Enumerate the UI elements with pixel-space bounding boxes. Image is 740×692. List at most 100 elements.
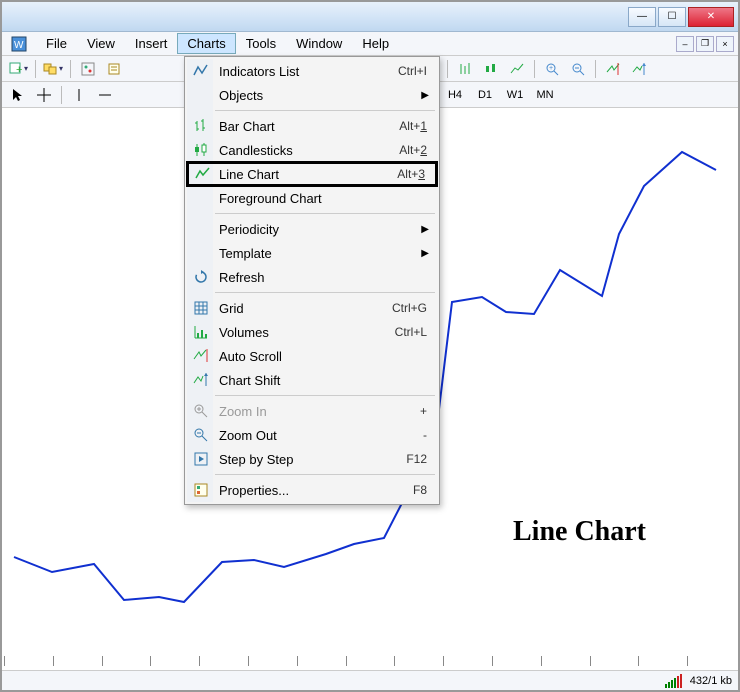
blank-icon xyxy=(191,188,211,208)
menu-item-label: Properties... xyxy=(219,483,413,498)
line-chart-icon xyxy=(193,164,213,184)
cursor-button[interactable] xyxy=(6,84,30,106)
candlestick-icon xyxy=(191,140,211,160)
menu-item-label: Bar Chart xyxy=(219,119,399,134)
timeframe-d1[interactable]: D1 xyxy=(471,85,499,105)
profiles-button[interactable]: ▾ xyxy=(41,58,65,80)
menu-item-indicators-list[interactable]: Indicators ListCtrl+I xyxy=(187,59,437,83)
menu-item-step-by-step[interactable]: Step by StepF12 xyxy=(187,447,437,471)
refresh-icon xyxy=(191,267,211,287)
timeframe-w1[interactable]: W1 xyxy=(501,85,529,105)
menu-item-shortcut: - xyxy=(423,428,437,442)
app-icon: W xyxy=(10,35,28,53)
zoom-out-icon xyxy=(191,425,211,445)
autoscroll-icon xyxy=(191,346,211,366)
menu-item-label: Auto Scroll xyxy=(219,349,437,364)
menu-item-bar-chart[interactable]: Bar ChartAlt+1 xyxy=(187,114,437,138)
bar-chart-icon xyxy=(191,116,211,136)
menu-item-label: Chart Shift xyxy=(219,373,437,388)
menu-item-label: Line Chart xyxy=(219,167,397,182)
menu-item-volumes[interactable]: VolumesCtrl+L xyxy=(187,320,437,344)
window-minimize-button[interactable]: — xyxy=(628,7,656,27)
menu-item-properties[interactable]: Properties...F8 xyxy=(187,478,437,502)
menu-view[interactable]: View xyxy=(77,33,125,54)
menu-item-auto-scroll[interactable]: Auto Scroll xyxy=(187,344,437,368)
menu-item-shortcut: F8 xyxy=(413,483,437,497)
menu-charts[interactable]: Charts xyxy=(177,33,235,54)
menu-item-shortcut: Ctrl+I xyxy=(398,64,437,78)
window-maximize-button[interactable]: ☐ xyxy=(658,7,686,27)
bar-chart-toolbar-button[interactable] xyxy=(453,58,477,80)
mdi-close-button[interactable]: × xyxy=(716,36,734,52)
menu-item-label: Objects xyxy=(219,88,437,103)
menu-item-label: Indicators List xyxy=(219,64,398,79)
menu-tools[interactable]: Tools xyxy=(236,33,286,54)
menu-item-chart-shift[interactable]: Chart Shift xyxy=(187,368,437,392)
chart-time-ruler xyxy=(4,654,736,668)
traffic-label: 432/1 kb xyxy=(690,675,732,687)
menu-item-label: Step by Step xyxy=(219,452,406,467)
menu-item-label: Periodicity xyxy=(219,222,437,237)
menu-item-shortcut: Ctrl+G xyxy=(392,301,437,315)
submenu-arrow-icon: ▶ xyxy=(421,90,429,101)
chart-overlay-label: Line Chart xyxy=(513,516,646,548)
menu-item-periodicity[interactable]: Periodicity▶ xyxy=(187,217,437,241)
menu-window[interactable]: Window xyxy=(286,33,352,54)
menu-item-label: Candlesticks xyxy=(219,143,399,158)
menu-item-line-chart[interactable]: Line ChartAlt+3 xyxy=(186,161,438,187)
menubar: W FileViewInsertChartsToolsWindowHelp – … xyxy=(2,32,738,56)
window-close-button[interactable]: ✕ xyxy=(688,7,734,27)
candlestick-toolbar-button[interactable] xyxy=(479,58,503,80)
connection-signal-icon xyxy=(665,674,682,688)
menu-item-label: Zoom Out xyxy=(219,428,423,443)
svg-text:+: + xyxy=(16,64,22,76)
menu-insert[interactable]: Insert xyxy=(125,33,178,54)
menu-item-shortcut: Alt+3 xyxy=(397,167,435,181)
blank-icon xyxy=(191,85,211,105)
menu-help[interactable]: Help xyxy=(352,33,399,54)
chartshift-icon xyxy=(191,370,211,390)
indicators-icon xyxy=(191,61,211,81)
menu-item-foreground-chart[interactable]: Foreground Chart xyxy=(187,186,437,210)
menu-item-label: Template xyxy=(219,246,437,261)
menu-item-shortcut: Alt+1 xyxy=(399,119,437,133)
blank-icon xyxy=(191,243,211,263)
titlebar: — ☐ ✕ xyxy=(2,2,738,32)
new-chart-button[interactable]: +▾ xyxy=(6,58,30,80)
blank-icon xyxy=(191,219,211,239)
crosshair-button[interactable] xyxy=(32,84,56,106)
market-watch-button[interactable] xyxy=(76,58,100,80)
menu-item-template[interactable]: Template▶ xyxy=(187,241,437,265)
mdi-minimize-button[interactable]: – xyxy=(676,36,694,52)
timeframe-h4[interactable]: H4 xyxy=(441,85,469,105)
submenu-arrow-icon: ▶ xyxy=(421,224,429,235)
menu-item-shortcut: Alt+2 xyxy=(399,143,437,157)
menu-item-refresh[interactable]: Refresh xyxy=(187,265,437,289)
svg-text:+: + xyxy=(549,65,553,72)
navigator-button[interactable] xyxy=(102,58,126,80)
zoom-out-button[interactable] xyxy=(566,58,590,80)
menu-item-zoom-out[interactable]: Zoom Out- xyxy=(187,423,437,447)
svg-text:W: W xyxy=(14,40,24,51)
autoscroll-toolbar-button[interactable] xyxy=(601,58,625,80)
mdi-restore-button[interactable]: ❐ xyxy=(696,36,714,52)
vertical-line-button[interactable] xyxy=(67,84,91,106)
menu-item-shortcut: Ctrl+L xyxy=(395,325,437,339)
horizontal-line-button[interactable] xyxy=(93,84,117,106)
menu-item-label: Grid xyxy=(219,301,392,316)
line-chart-toolbar-button[interactable] xyxy=(505,58,529,80)
zoom-in-button[interactable]: + xyxy=(540,58,564,80)
volumes-icon xyxy=(191,322,211,342)
menu-item-label: Volumes xyxy=(219,325,395,340)
menu-item-candlesticks[interactable]: CandlesticksAlt+2 xyxy=(187,138,437,162)
menu-file[interactable]: File xyxy=(36,33,77,54)
menu-item-grid[interactable]: GridCtrl+G xyxy=(187,296,437,320)
menu-item-zoom-in: Zoom In+ xyxy=(187,399,437,423)
menu-item-shortcut: F12 xyxy=(406,452,437,466)
menu-item-label: Refresh xyxy=(219,270,437,285)
menu-item-objects[interactable]: Objects▶ xyxy=(187,83,437,107)
app-window: — ☐ ✕ W FileViewInsertChartsToolsWindowH… xyxy=(0,0,740,692)
timeframe-mn[interactable]: MN xyxy=(531,85,559,105)
chartshift-toolbar-button[interactable] xyxy=(627,58,651,80)
submenu-arrow-icon: ▶ xyxy=(421,248,429,259)
